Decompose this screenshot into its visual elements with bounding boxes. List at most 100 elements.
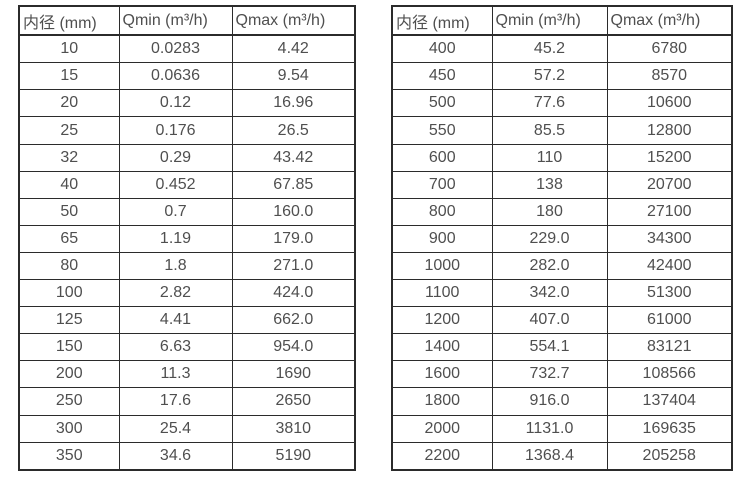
- table-cell: 1690: [231, 360, 356, 389]
- table-cell: 2200: [391, 441, 493, 471]
- column-header-cell: Qmin (m³/h): [118, 5, 233, 36]
- table-cell: 800: [391, 197, 493, 226]
- table-cell: 0.7: [118, 197, 233, 226]
- table-row: 500 77.6 10600: [391, 89, 733, 118]
- table-cell: 20700: [606, 170, 733, 199]
- table-cell: 1100: [391, 279, 493, 308]
- table-cell: 1000: [391, 251, 493, 281]
- table-cell: 662.0: [231, 306, 356, 335]
- table-cell: 0.12: [118, 89, 233, 118]
- table-cell: 32: [18, 143, 120, 172]
- table-cell: 11.3: [118, 360, 233, 389]
- table-row: 550 85.5 12800: [391, 116, 733, 145]
- table-cell: 450: [391, 62, 493, 91]
- table-cell: 51300: [606, 279, 733, 308]
- table-cell: 34300: [606, 224, 733, 253]
- table-cell: 916.0: [491, 387, 608, 416]
- table-cell: 169635: [606, 414, 733, 443]
- column-header-cell: Qmin (m³/h): [491, 5, 608, 36]
- table-cell: 424.0: [231, 279, 356, 308]
- table-cell: 282.0: [491, 251, 608, 281]
- table-cell: 108566: [606, 360, 733, 389]
- table-cell: 2.82: [118, 279, 233, 308]
- table-cell: 12800: [606, 116, 733, 145]
- table-cell: 42400: [606, 251, 733, 281]
- table-cell: 125: [18, 306, 120, 335]
- table-cell: 600: [391, 143, 493, 172]
- table-cell: 100: [18, 279, 120, 308]
- table-row: 450 57.2 8570: [391, 62, 733, 91]
- table-cell: 67.85: [231, 170, 356, 199]
- table-row: 350 34.6 5190: [18, 441, 356, 471]
- table-cell: 20: [18, 89, 120, 118]
- table-cell: 10: [18, 34, 120, 64]
- table-row: 15 0.0636 9.54: [18, 62, 356, 91]
- table-row: 40 0.452 67.85: [18, 170, 356, 199]
- table-cell: 15200: [606, 143, 733, 172]
- table-cell: 83121: [606, 333, 733, 362]
- table-cell: 6.63: [118, 333, 233, 362]
- table-cell: 900: [391, 224, 493, 253]
- table-cell: 110: [491, 143, 608, 172]
- table-cell: 2000: [391, 414, 493, 443]
- table-cell: 61000: [606, 306, 733, 335]
- table-cell: 0.29: [118, 143, 233, 172]
- table-cell: 160.0: [231, 197, 356, 226]
- table-cell: 1.8: [118, 251, 233, 281]
- table-cell: 50: [18, 197, 120, 226]
- header-row: 内径 (mm) Qmin (m³/h) Qmax (m³/h): [18, 5, 356, 36]
- table-cell: 554.1: [491, 333, 608, 362]
- table-cell: 65: [18, 224, 120, 253]
- header-row: 内径 (mm) Qmin (m³/h) Qmax (m³/h): [391, 5, 733, 36]
- table-cell: 34.6: [118, 441, 233, 471]
- table-cell: 25: [18, 116, 120, 145]
- table-row: 80 1.8 271.0: [18, 251, 356, 281]
- table-cell: 229.0: [491, 224, 608, 253]
- table-cell: 0.176: [118, 116, 233, 145]
- table-cell: 205258: [606, 441, 733, 471]
- table-cell: 180: [491, 197, 608, 226]
- table-cell: 137404: [606, 387, 733, 416]
- table-cell: 0.0283: [118, 34, 233, 64]
- table-cell: 4.42: [231, 34, 356, 64]
- table-cell: 16.96: [231, 89, 356, 118]
- table-row: 1800 916.0 137404: [391, 387, 733, 416]
- table-cell: 700: [391, 170, 493, 199]
- table-cell: 250: [18, 387, 120, 416]
- flow-spec-table-right: 内径 (mm) Qmin (m³/h) Qmax (m³/h) 400 45.2 6780…: [391, 5, 733, 471]
- table-row: 2000 1131.0 169635: [391, 414, 733, 443]
- table-cell: 1.19: [118, 224, 233, 253]
- table-row: 300 25.4 3810: [18, 414, 356, 443]
- table-cell: 500: [391, 89, 493, 118]
- table-cell: 550: [391, 116, 493, 145]
- table-cell: 43.42: [231, 143, 356, 172]
- table-row: 250 17.6 2650: [18, 387, 356, 416]
- table-cell: 1400: [391, 333, 493, 362]
- table-cell: 0.452: [118, 170, 233, 199]
- table-row: 32 0.29 43.42: [18, 143, 356, 172]
- table-cell: 150: [18, 333, 120, 362]
- table-cell: 1200: [391, 306, 493, 335]
- table-cell: 9.54: [231, 62, 356, 91]
- table-cell: 1600: [391, 360, 493, 389]
- table-cell: 57.2: [491, 62, 608, 91]
- table-row: 1400 554.1 83121: [391, 333, 733, 362]
- table-row: 700 138 20700: [391, 170, 733, 199]
- table-row: 600 110 15200: [391, 143, 733, 172]
- column-header-cell: 内径 (mm): [18, 5, 120, 36]
- table-cell: 40: [18, 170, 120, 199]
- table-cell: 1131.0: [491, 414, 608, 443]
- table-cell: 179.0: [231, 224, 356, 253]
- table-row: 1600 732.7 108566: [391, 360, 733, 389]
- table-cell: 80: [18, 251, 120, 281]
- table-cell: 300: [18, 414, 120, 443]
- table-cell: 350: [18, 441, 120, 471]
- table-cell: 45.2: [491, 34, 608, 64]
- flow-spec-table-left: 内径 (mm) Qmin (m³/h) Qmax (m³/h) 10 0.0283 4.4…: [18, 5, 356, 471]
- table-row: 125 4.41 662.0: [18, 306, 356, 335]
- table-cell: 0.0636: [118, 62, 233, 91]
- table-row: 65 1.19 179.0: [18, 224, 356, 253]
- table-row: 25 0.176 26.5: [18, 116, 356, 145]
- table-cell: 732.7: [491, 360, 608, 389]
